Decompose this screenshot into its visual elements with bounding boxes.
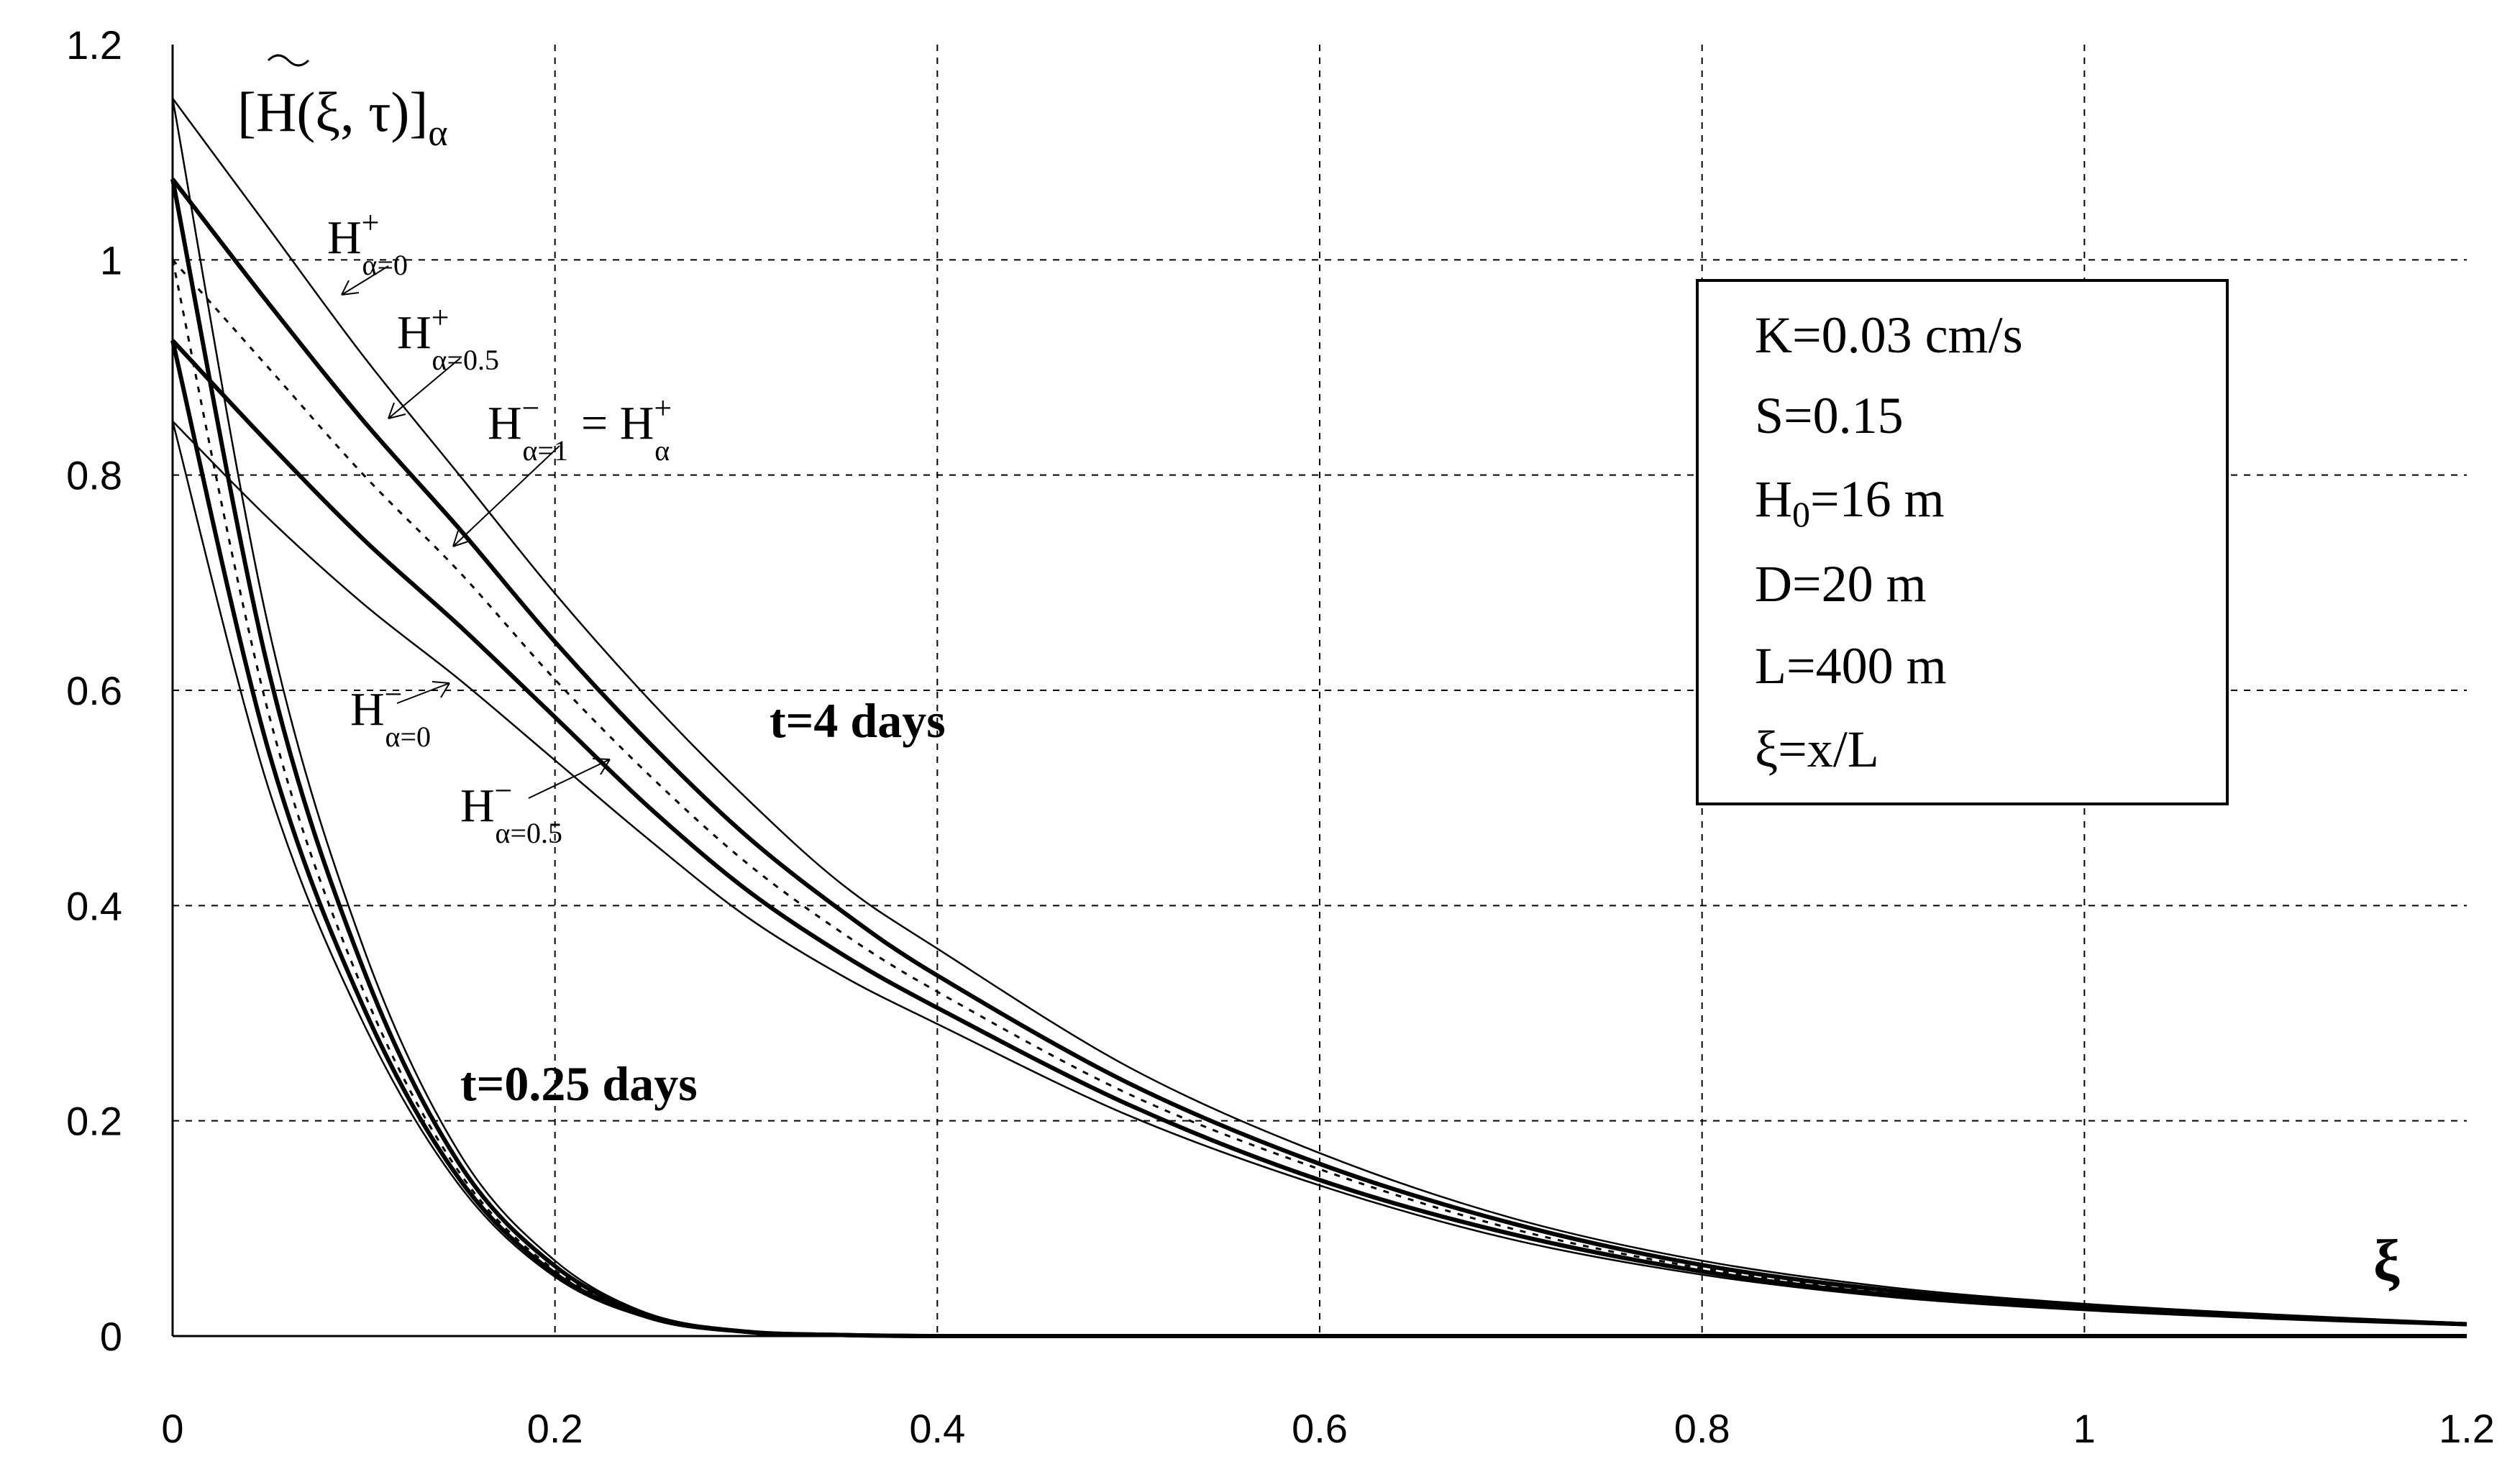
time-label-4-days: t=4 days (770, 693, 946, 748)
label-h-plus-alpha-0: H+ α=0 (327, 205, 408, 281)
param-l: L=400 m (1755, 637, 1947, 695)
y-tick-label-5: 1 (100, 237, 122, 283)
axes (171, 45, 2467, 1337)
y-tick-label-3: 0.6 (66, 668, 122, 713)
x-tick-label-0: 0 (161, 1406, 183, 1451)
label-h-minus-alpha-0: H− α=0 (350, 677, 431, 753)
x-axis-label: ξ (2373, 1227, 2400, 1293)
y-tick-label-0: 0 (100, 1314, 122, 1359)
series-t-4-days-3 (170, 339, 2468, 1327)
grid (173, 45, 2467, 1336)
arrow-h-minus-alpha-0-5 (528, 758, 611, 799)
y-tick-label-4: 0.8 (66, 453, 122, 498)
x-tick-label-1: 0.2 (527, 1406, 583, 1451)
annotation-arrows (341, 265, 611, 799)
tick-labels: 0 0.2 0.4 0.6 0.8 1 1.2 0 0.2 0.4 0.6 0.8 1 1.2 (66, 22, 2495, 1451)
series-t-4-days-1 (170, 178, 2468, 1327)
y-axis-label: [H(ξ, τ)]α (237, 81, 448, 154)
x-tick-label-4: 0.8 (1674, 1406, 1730, 1451)
param-s: S=0.15 (1755, 387, 1904, 444)
tilde-mark (267, 54, 310, 67)
time-label-0-25-days: t=0.25 days (460, 1056, 698, 1111)
x-tick-label-5: 1 (2073, 1406, 2096, 1451)
label-h-plus-alpha-0-5: H+ α=0.5 (397, 300, 499, 376)
param-h0: H0=16 m (1755, 470, 1945, 534)
param-k: K=0.03 cm/s (1755, 306, 2023, 364)
x-tick-label-3: 0.6 (1292, 1406, 1348, 1451)
arrow-h-plus-alpha-0-5 (388, 357, 461, 419)
param-xi: ξ=x/L (1755, 721, 1879, 778)
param-d: D=20 m (1755, 555, 1927, 613)
x-tick-label-6: 1.2 (2439, 1406, 2495, 1451)
series-t-4-days-4 (172, 420, 2468, 1327)
label-h-minus-alpha-1: H− α=1= H+ α (488, 390, 672, 467)
y-tick-label-1: 0.2 (66, 1099, 122, 1144)
arrow-h-minus-alpha-1 (452, 445, 560, 547)
x-tick-label-2: 0.4 (909, 1406, 965, 1451)
series-t-4-days-0 (171, 98, 2468, 1325)
parameter-box-frame (1696, 279, 2229, 805)
arrow-h-minus-alpha-0 (396, 681, 450, 704)
parameter-box: K=0.03 cm/s S=0.15 H0=16 m D=20 m L=400 … (1696, 279, 2229, 805)
label-h-minus-alpha-0-5: H− α=0.5 (460, 773, 562, 849)
y-tick-label-6: 1.2 (66, 22, 122, 68)
y-tick-label-2: 0.4 (66, 883, 122, 928)
arrow-h-plus-alpha-0 (341, 265, 389, 296)
